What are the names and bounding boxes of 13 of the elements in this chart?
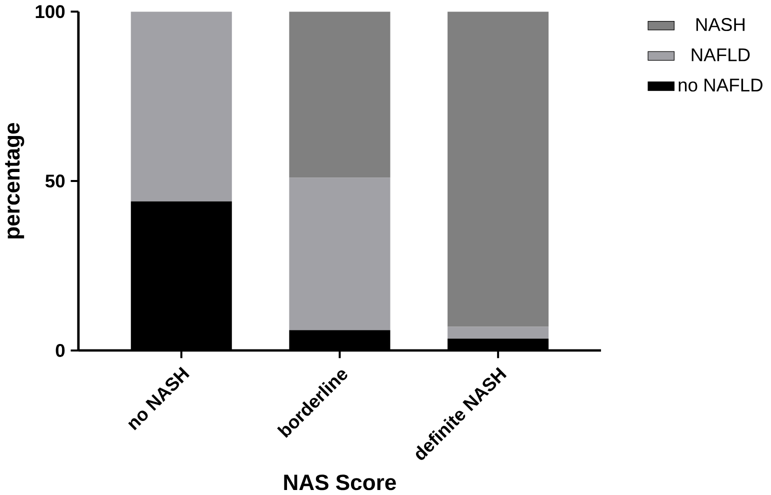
y-tick-label: 50 [45, 174, 65, 188]
bar [289, 11, 390, 178]
legend-label: NAFLD [692, 48, 750, 61]
legend-label: NASH [696, 18, 744, 31]
y-tick-label: 100 [36, 4, 65, 18]
bar [448, 11, 549, 327]
y-tick-label: 0 [56, 344, 65, 357]
x-axis-title: NAS Score [284, 474, 396, 490]
bar [130, 11, 232, 202]
bar [289, 178, 390, 330]
legend-label: no NAFLD [678, 78, 762, 92]
y-axis-title: percentage [5, 122, 24, 238]
bar [448, 326, 549, 338]
